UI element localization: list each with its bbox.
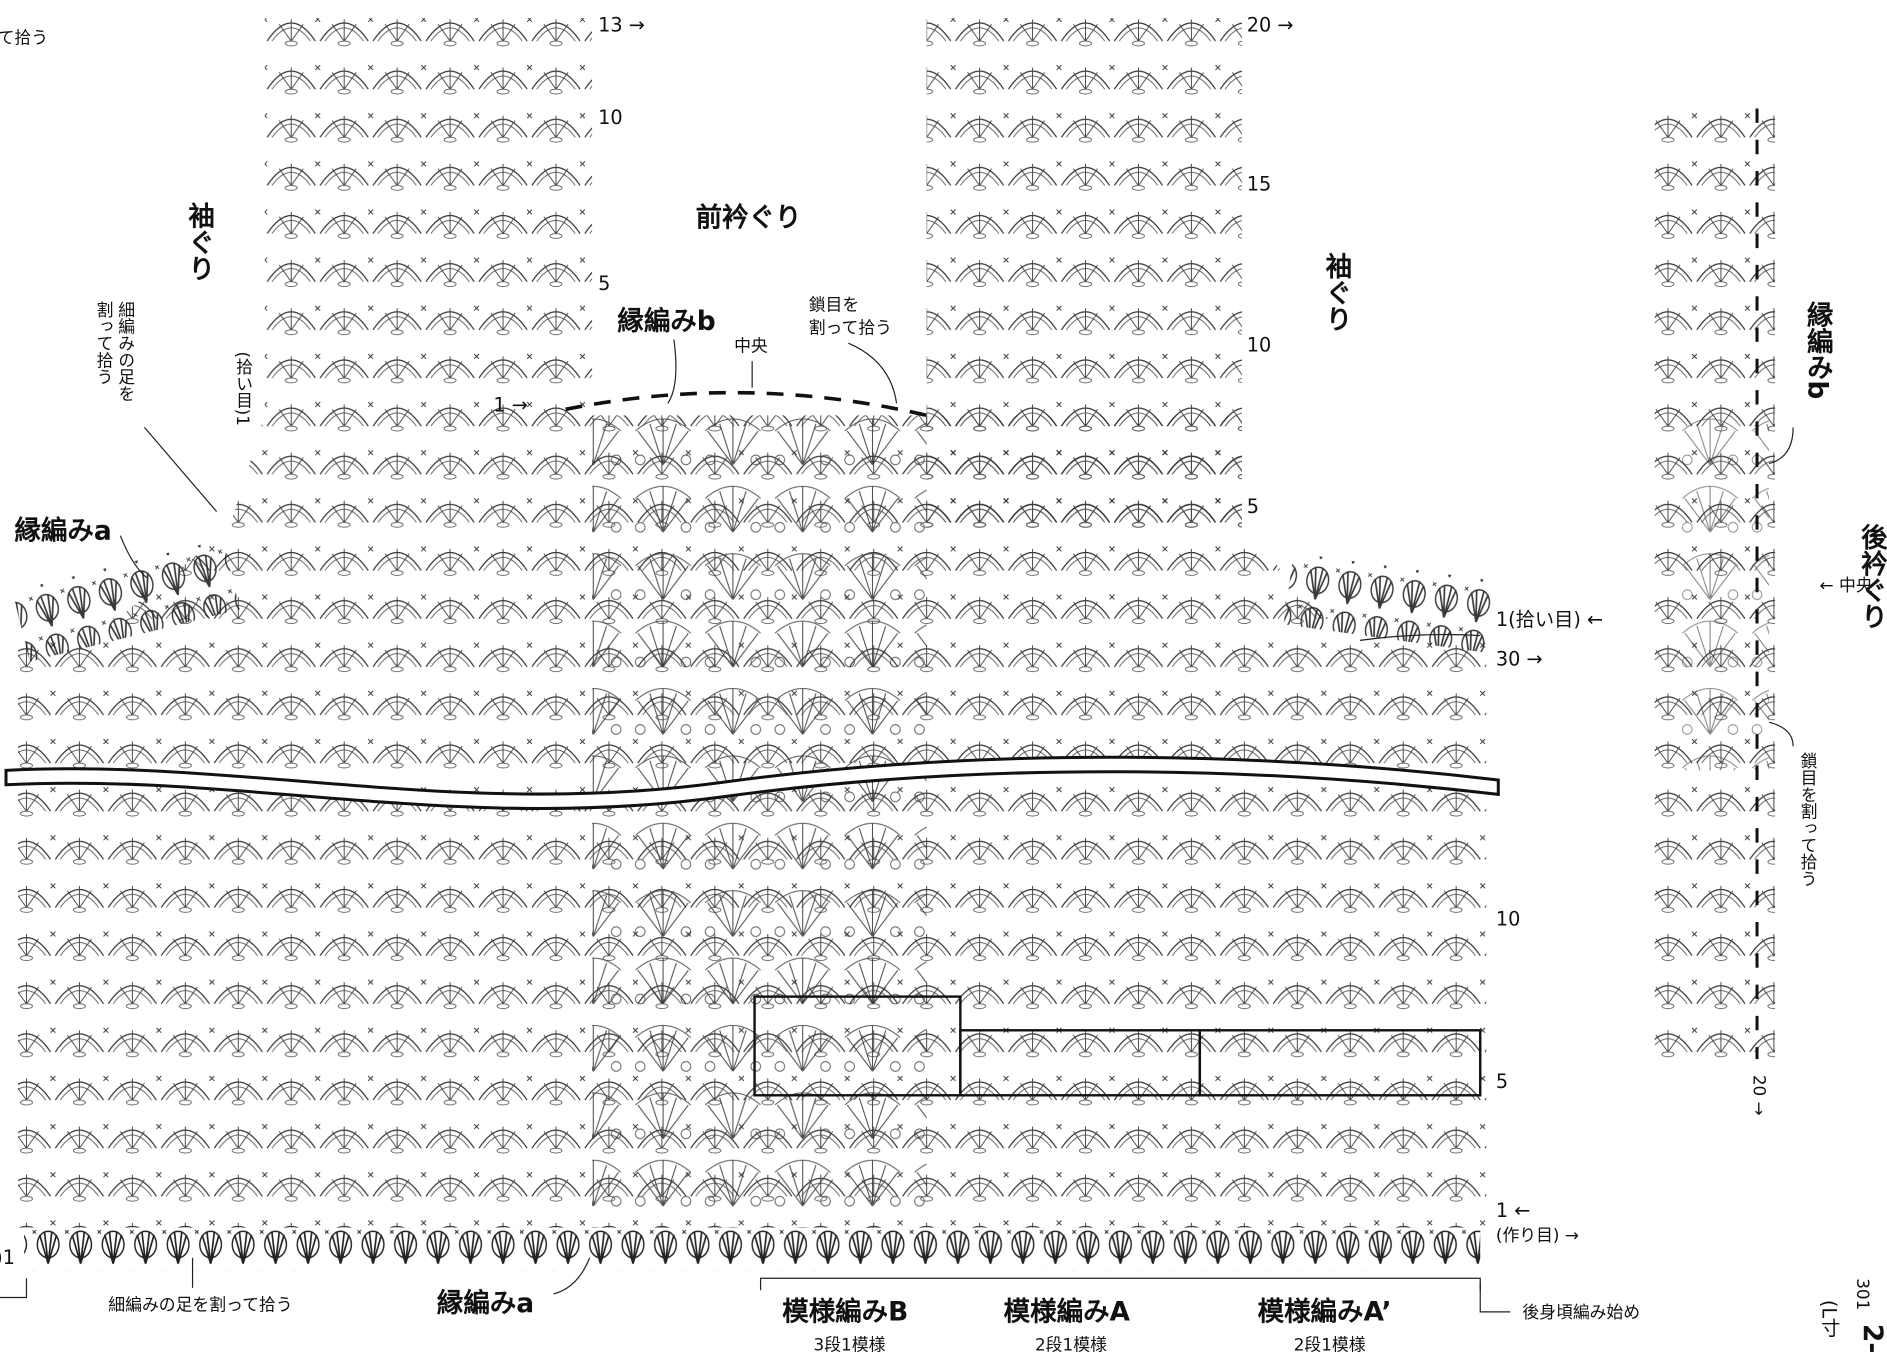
label: 鎖目を <box>809 295 859 315</box>
label: (L寸 <box>1818 1300 1841 1337</box>
row-number: 10 <box>1496 908 1521 931</box>
label: (拾い目)1 <box>233 352 253 426</box>
page-number: 301 <box>1853 1278 1873 1310</box>
label: (作り目) → <box>1496 1225 1579 1245</box>
break-line <box>4 755 1500 810</box>
fabric <box>12 18 1776 1271</box>
label: 袖ぐり <box>1320 252 1351 332</box>
row-number: 10 <box>598 106 623 129</box>
label: 中央 <box>734 336 768 356</box>
row-number: 1 ← <box>1496 1199 1531 1222</box>
label: 後衿ぐり <box>1856 523 1887 630</box>
label: 割って拾う <box>93 301 113 385</box>
row-number: 20 → <box>1247 13 1294 36</box>
label: 細編みの足を <box>115 301 135 402</box>
label: て拾う <box>0 27 48 47</box>
label: 模様編みA <box>1004 1296 1131 1327</box>
row-number: 10 <box>1247 334 1272 357</box>
row-number: 5 <box>1247 495 1259 518</box>
repeat-boxes <box>753 995 1482 1097</box>
label: 縁編みa <box>14 515 111 546</box>
row-number: )1 <box>0 1246 15 1269</box>
row-number: 30 → <box>1496 648 1543 671</box>
row-number: 5 <box>598 272 610 295</box>
label: 袖ぐり <box>183 202 214 282</box>
label: 細編みの足を割って拾う <box>108 1295 292 1315</box>
labels: て拾う 13 → 10 5 1 → 20 → 15 10 5 袖ぐり 前衿ぐり … <box>0 13 1887 1354</box>
label: 縁編みb <box>617 306 715 337</box>
label: 鎖目を割って拾う <box>1798 752 1818 887</box>
row-number: 15 <box>1247 172 1272 195</box>
row-number: 20 → <box>1749 1075 1769 1116</box>
label: 割って拾う <box>809 318 892 338</box>
label: 模様編みA’ <box>1258 1296 1392 1327</box>
label: 前衿ぐり <box>696 202 802 233</box>
label: 2段1模様 <box>1294 1334 1366 1354</box>
label: 縁編みa <box>437 1288 534 1319</box>
label: 2- <box>1857 1324 1887 1353</box>
label: ← 中央 <box>1820 575 1873 595</box>
row-number: 1 → <box>493 394 528 417</box>
label: 3段1模様 <box>814 1334 886 1354</box>
label: 模様編みB <box>782 1296 908 1327</box>
label: 2段1模様 <box>1035 1334 1107 1354</box>
label: 後身頃編み始め <box>1522 1302 1640 1322</box>
label: 縁編みb <box>1802 300 1833 399</box>
row-number: 5 <box>1496 1070 1508 1093</box>
label: 1(拾い目) ← <box>1496 608 1603 631</box>
leaders <box>0 339 1794 1313</box>
row-number: 13 → <box>598 13 645 36</box>
